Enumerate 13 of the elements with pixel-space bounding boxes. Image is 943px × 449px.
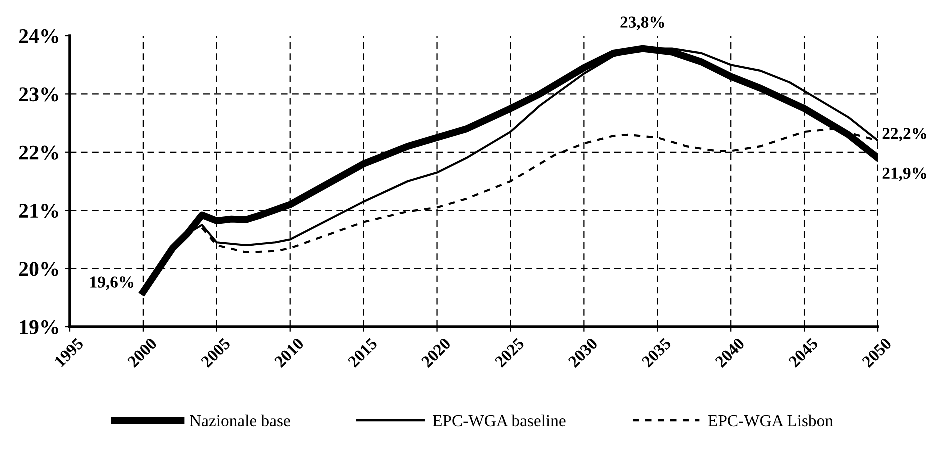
annotation: 22,2% [882,128,926,142]
annotation: 21,9% [882,168,926,182]
y-tick-label: 21% [19,204,58,218]
legend-label: EPC-WGA baseline [433,414,566,427]
y-tick-label: 24% [19,29,58,44]
legend-label: Nazionale base [190,414,290,427]
legend-label: EPC-WGA Lisbon [708,414,834,427]
y-tick-label: 19% [20,320,58,334]
y-tick-label: 20% [19,262,58,276]
annotation: 23,8% [620,16,664,30]
annotation: 19,6% [90,276,134,290]
y-tick-label: 22% [19,146,58,160]
y-tick-label: 23% [19,88,58,102]
